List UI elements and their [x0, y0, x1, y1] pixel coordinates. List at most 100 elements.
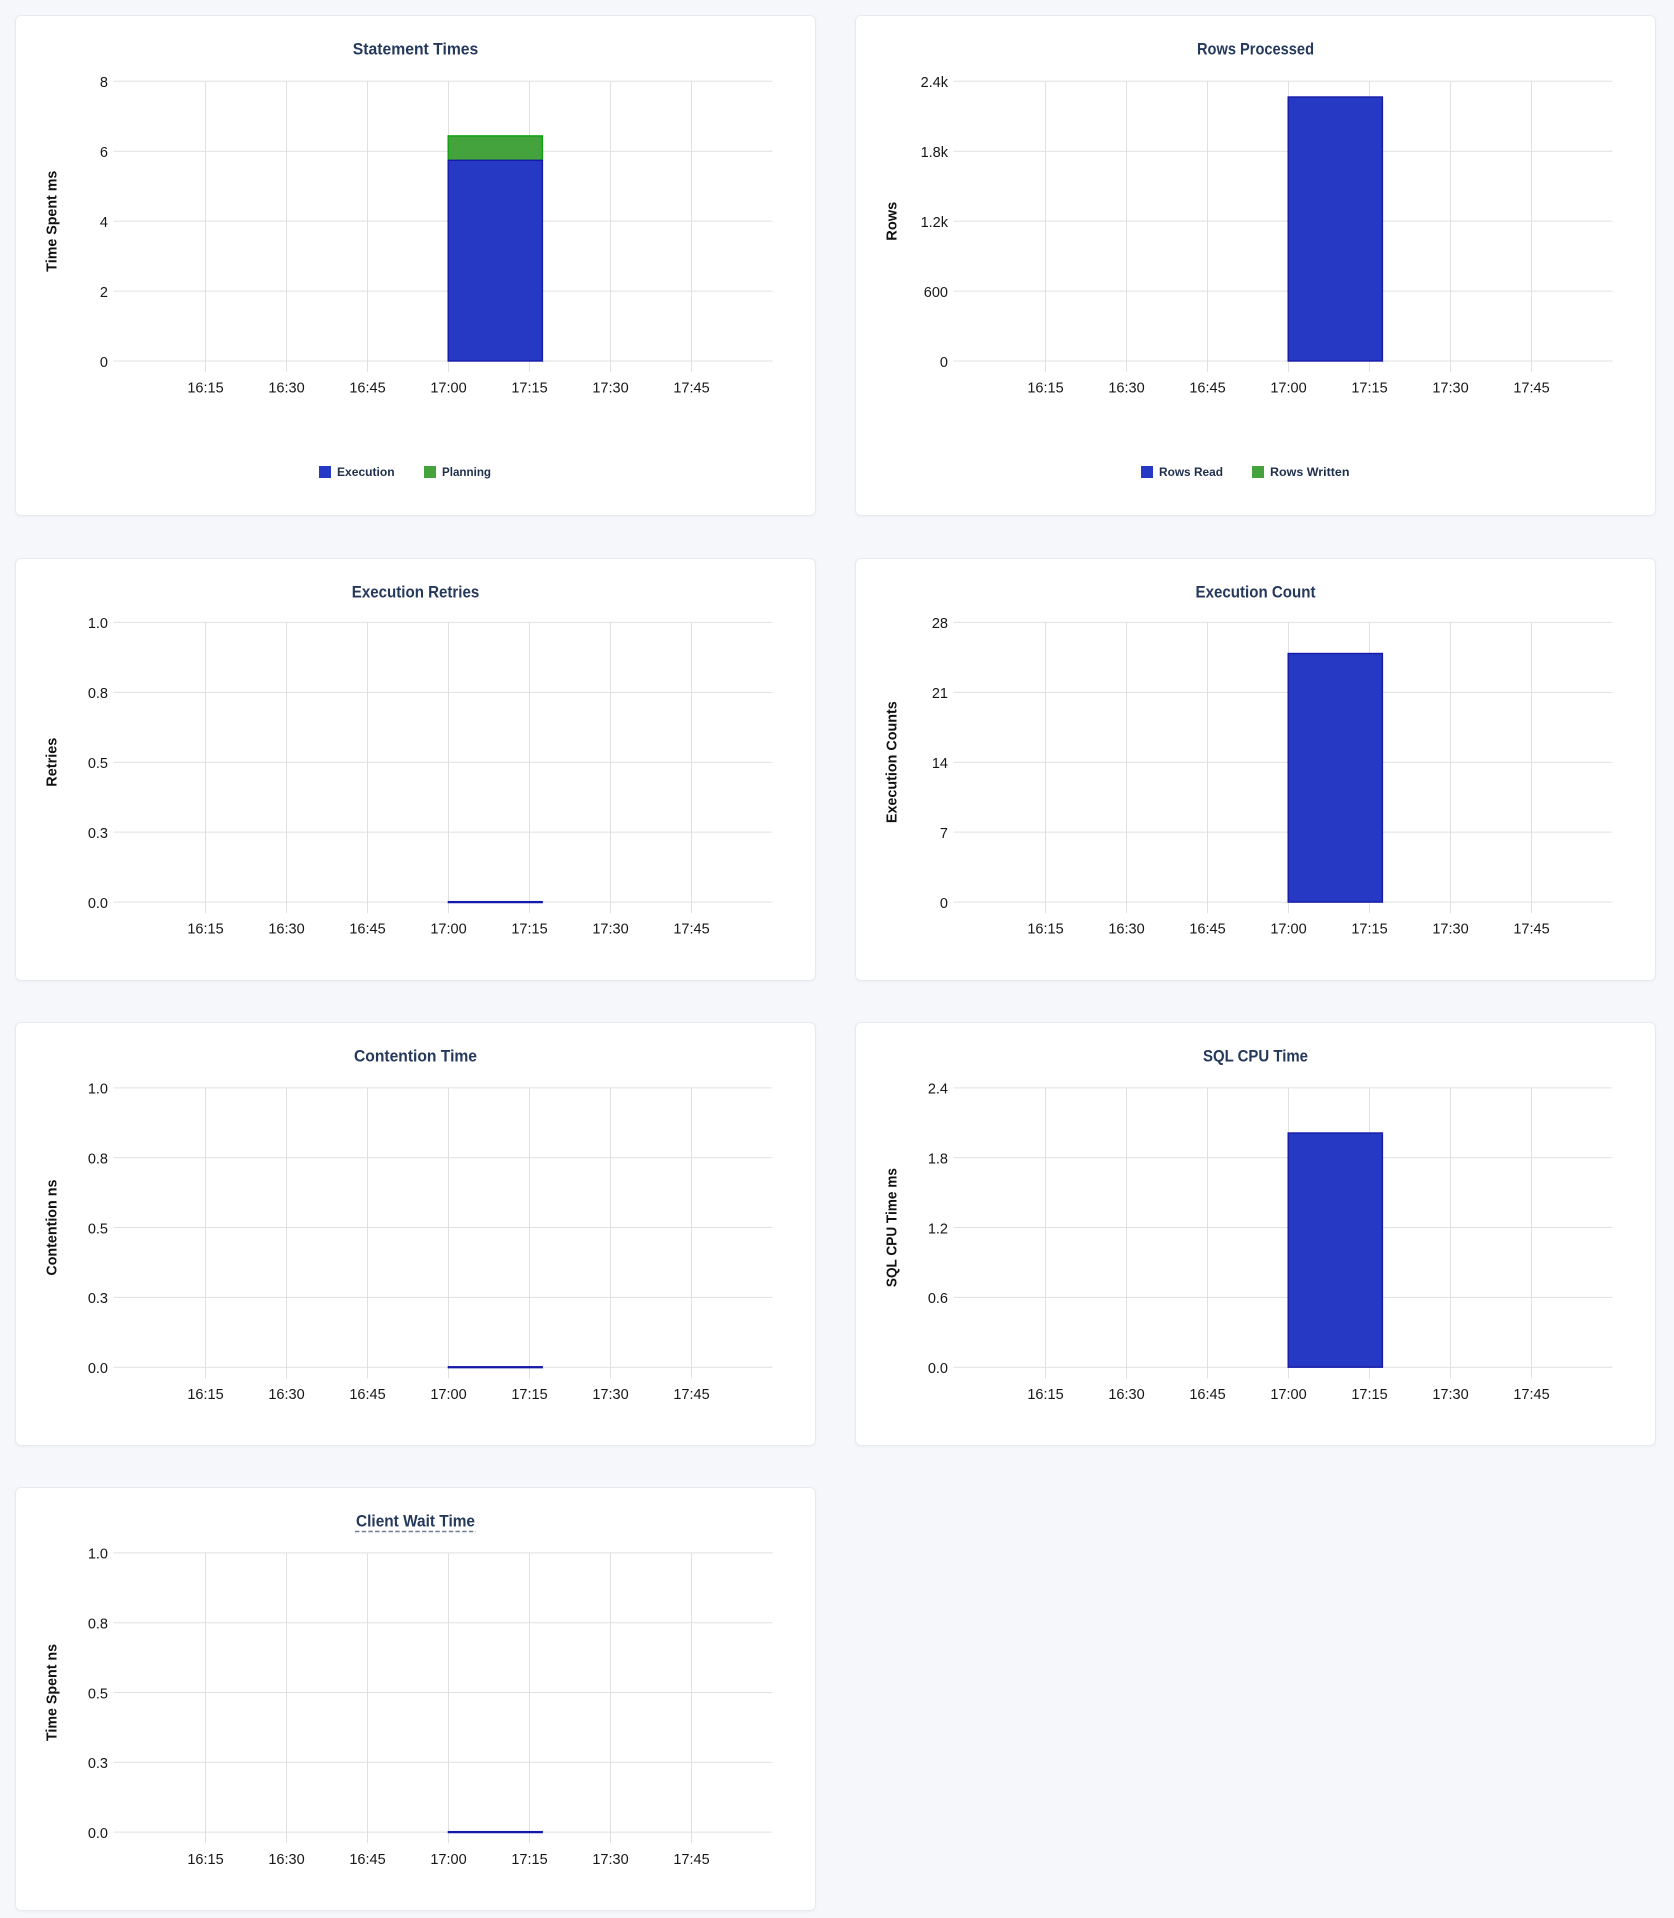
svg-text:1.0: 1.0 — [88, 1082, 108, 1098]
svg-text:4: 4 — [100, 215, 108, 231]
svg-text:16:30: 16:30 — [268, 922, 304, 938]
svg-text:0.5: 0.5 — [88, 1686, 108, 1702]
svg-text:Execution Count: Execution Count — [1196, 584, 1316, 602]
svg-text:16:30: 16:30 — [268, 1852, 304, 1868]
svg-text:2.4: 2.4 — [928, 1082, 948, 1098]
svg-text:17:00: 17:00 — [1270, 922, 1306, 938]
svg-text:8: 8 — [100, 75, 108, 91]
svg-text:Rows: Rows — [885, 202, 901, 241]
svg-text:16:15: 16:15 — [1027, 380, 1063, 396]
svg-text:0.5: 0.5 — [88, 756, 108, 772]
svg-text:0.8: 0.8 — [88, 686, 108, 702]
svg-text:16:45: 16:45 — [349, 1852, 385, 1868]
svg-text:21: 21 — [932, 686, 948, 702]
svg-text:16:45: 16:45 — [349, 380, 385, 396]
svg-text:0.3: 0.3 — [88, 826, 108, 842]
svg-text:17:00: 17:00 — [1270, 1387, 1306, 1403]
svg-text:17:15: 17:15 — [511, 922, 547, 938]
svg-text:17:30: 17:30 — [1432, 922, 1468, 938]
svg-text:17:30: 17:30 — [1432, 1387, 1468, 1403]
svg-text:Planning: Planning — [442, 465, 491, 479]
svg-text:17:15: 17:15 — [511, 1387, 547, 1403]
svg-text:600: 600 — [924, 285, 948, 301]
svg-text:17:30: 17:30 — [592, 1852, 628, 1868]
svg-text:Contention ns: Contention ns — [45, 1180, 61, 1276]
svg-text:Client Wait Time: Client Wait Time — [356, 1513, 475, 1531]
svg-text:17:15: 17:15 — [1351, 922, 1387, 938]
svg-text:16:30: 16:30 — [1108, 1387, 1144, 1403]
svg-text:0: 0 — [940, 355, 948, 371]
svg-text:Time Spent ms: Time Spent ms — [45, 171, 61, 272]
svg-text:17:45: 17:45 — [673, 922, 709, 938]
svg-text:17:45: 17:45 — [1513, 380, 1549, 396]
svg-text:0.5: 0.5 — [88, 1221, 108, 1237]
svg-text:17:30: 17:30 — [592, 1387, 628, 1403]
svg-text:17:15: 17:15 — [1351, 1387, 1387, 1403]
svg-text:16:45: 16:45 — [1189, 1387, 1225, 1403]
svg-text:Rows Processed: Rows Processed — [1197, 41, 1314, 59]
svg-text:16:30: 16:30 — [1108, 380, 1144, 396]
svg-text:16:45: 16:45 — [1189, 380, 1225, 396]
svg-text:16:15: 16:15 — [1027, 1387, 1063, 1403]
svg-text:SQL CPU Time ms: SQL CPU Time ms — [885, 1168, 901, 1287]
svg-text:Execution Retries: Execution Retries — [352, 584, 480, 602]
svg-text:2: 2 — [100, 285, 108, 301]
svg-text:17:30: 17:30 — [592, 380, 628, 396]
svg-text:1.2: 1.2 — [928, 1221, 948, 1237]
svg-text:0.3: 0.3 — [88, 1291, 108, 1307]
svg-text:17:45: 17:45 — [1513, 922, 1549, 938]
svg-text:17:45: 17:45 — [673, 1852, 709, 1868]
svg-text:17:00: 17:00 — [430, 1852, 466, 1868]
svg-text:0: 0 — [940, 896, 948, 912]
svg-text:SQL CPU Time: SQL CPU Time — [1203, 1048, 1308, 1066]
svg-text:16:30: 16:30 — [1108, 922, 1144, 938]
svg-text:1.8: 1.8 — [928, 1152, 948, 1168]
svg-text:16:15: 16:15 — [187, 1387, 223, 1403]
svg-text:0.0: 0.0 — [928, 1361, 948, 1377]
svg-text:17:45: 17:45 — [673, 1387, 709, 1403]
svg-text:16:30: 16:30 — [268, 1387, 304, 1403]
svg-text:17:45: 17:45 — [673, 380, 709, 396]
svg-text:0.0: 0.0 — [88, 1361, 108, 1377]
svg-text:16:45: 16:45 — [349, 922, 385, 938]
svg-text:1.0: 1.0 — [88, 616, 108, 632]
svg-text:2.4k: 2.4k — [921, 75, 949, 91]
svg-text:Time Spent ns: Time Spent ns — [45, 1644, 61, 1741]
svg-text:17:00: 17:00 — [430, 380, 466, 396]
svg-text:Rows Read: Rows Read — [1159, 465, 1223, 479]
svg-text:17:30: 17:30 — [592, 922, 628, 938]
svg-text:17:00: 17:00 — [1270, 380, 1306, 396]
svg-text:0: 0 — [100, 355, 108, 371]
svg-text:Statement Times: Statement Times — [353, 41, 479, 59]
svg-text:17:00: 17:00 — [430, 1387, 466, 1403]
svg-text:16:15: 16:15 — [1027, 922, 1063, 938]
svg-text:Retries: Retries — [45, 738, 61, 787]
svg-text:17:15: 17:15 — [511, 380, 547, 396]
svg-text:17:30: 17:30 — [1432, 380, 1468, 396]
svg-text:1.2k: 1.2k — [921, 215, 949, 231]
svg-text:16:15: 16:15 — [187, 922, 223, 938]
svg-text:14: 14 — [932, 756, 948, 772]
svg-text:17:15: 17:15 — [1351, 380, 1387, 396]
svg-text:0.6: 0.6 — [928, 1291, 948, 1307]
svg-text:0.8: 0.8 — [88, 1617, 108, 1633]
svg-text:17:45: 17:45 — [1513, 1387, 1549, 1403]
svg-text:17:00: 17:00 — [430, 922, 466, 938]
svg-text:0.8: 0.8 — [88, 1152, 108, 1168]
svg-text:17:15: 17:15 — [511, 1852, 547, 1868]
svg-text:1.0: 1.0 — [88, 1547, 108, 1563]
svg-text:0.3: 0.3 — [88, 1756, 108, 1772]
svg-text:Execution: Execution — [337, 465, 395, 479]
svg-text:Rows Written: Rows Written — [1270, 465, 1350, 479]
svg-text:16:15: 16:15 — [187, 380, 223, 396]
svg-text:7: 7 — [940, 826, 948, 842]
svg-text:16:45: 16:45 — [349, 1387, 385, 1403]
svg-text:Contention Time: Contention Time — [354, 1048, 477, 1066]
svg-text:1.8k: 1.8k — [921, 145, 949, 161]
svg-text:16:30: 16:30 — [268, 380, 304, 396]
svg-text:16:15: 16:15 — [187, 1852, 223, 1868]
svg-text:16:45: 16:45 — [1189, 922, 1225, 938]
svg-text:0.0: 0.0 — [88, 896, 108, 912]
svg-text:Execution Counts: Execution Counts — [885, 701, 901, 823]
svg-text:28: 28 — [932, 616, 948, 632]
